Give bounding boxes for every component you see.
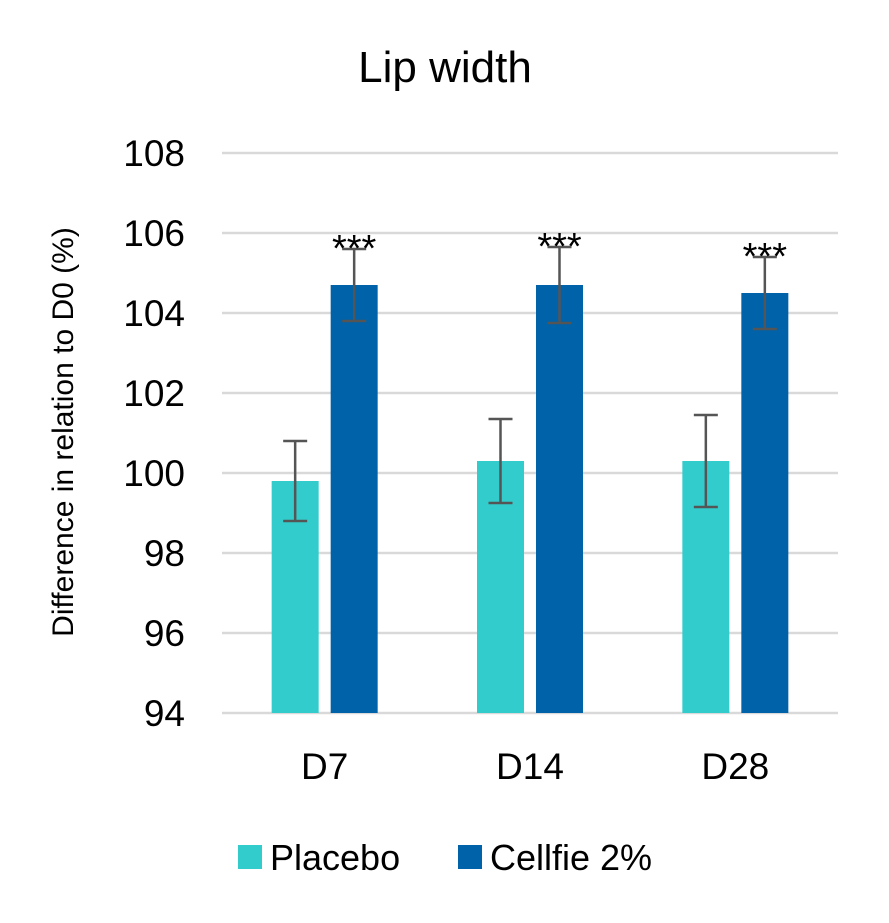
y-tick-label: 106 — [123, 213, 185, 254]
y-tick-label: 108 — [123, 133, 185, 174]
y-tick-label: 98 — [144, 533, 185, 574]
significance-label: *** — [332, 228, 377, 270]
y-tick-label: 94 — [144, 693, 185, 734]
legend: Placebo Cellfie 2% — [238, 837, 652, 878]
x-tick-label: D28 — [701, 746, 769, 787]
legend-label: Placebo — [270, 837, 400, 878]
significance-label: *** — [743, 236, 788, 278]
y-tick-label: 96 — [144, 613, 185, 654]
y-tick-label: 100 — [123, 453, 185, 494]
legend-item: Cellfie 2% — [458, 837, 652, 878]
y-axis-label: Difference in relation to D0 (%) — [47, 227, 80, 637]
x-axis-ticks: D7 D14 D28 — [301, 746, 769, 787]
chart-title: Lip width — [358, 43, 532, 92]
bar-cellfie-2--d14 — [536, 285, 583, 713]
legend-swatch — [238, 845, 262, 869]
error-bar — [752, 255, 777, 331]
error-bar — [693, 413, 718, 509]
x-tick-label: D7 — [301, 746, 348, 787]
y-axis-ticks: 94 96 98 100 102 104 106 108 — [123, 133, 185, 734]
legend-item: Placebo — [238, 837, 400, 878]
error-bar — [283, 439, 308, 523]
error-bar — [547, 245, 572, 325]
bar-cellfie-2--d7 — [330, 285, 378, 713]
legend-label: Cellfie 2% — [490, 837, 652, 878]
error-bar — [488, 417, 513, 505]
y-tick-label: 104 — [123, 293, 185, 334]
x-tick-label: D14 — [496, 746, 564, 787]
bars: *** *** *** — [271, 226, 789, 713]
significance-label: *** — [537, 226, 582, 268]
bar-cellfie-2--d28 — [741, 293, 789, 713]
error-bar — [342, 247, 367, 323]
legend-swatch — [458, 845, 482, 869]
gridlines — [222, 151, 838, 715]
y-tick-label: 102 — [123, 373, 185, 414]
